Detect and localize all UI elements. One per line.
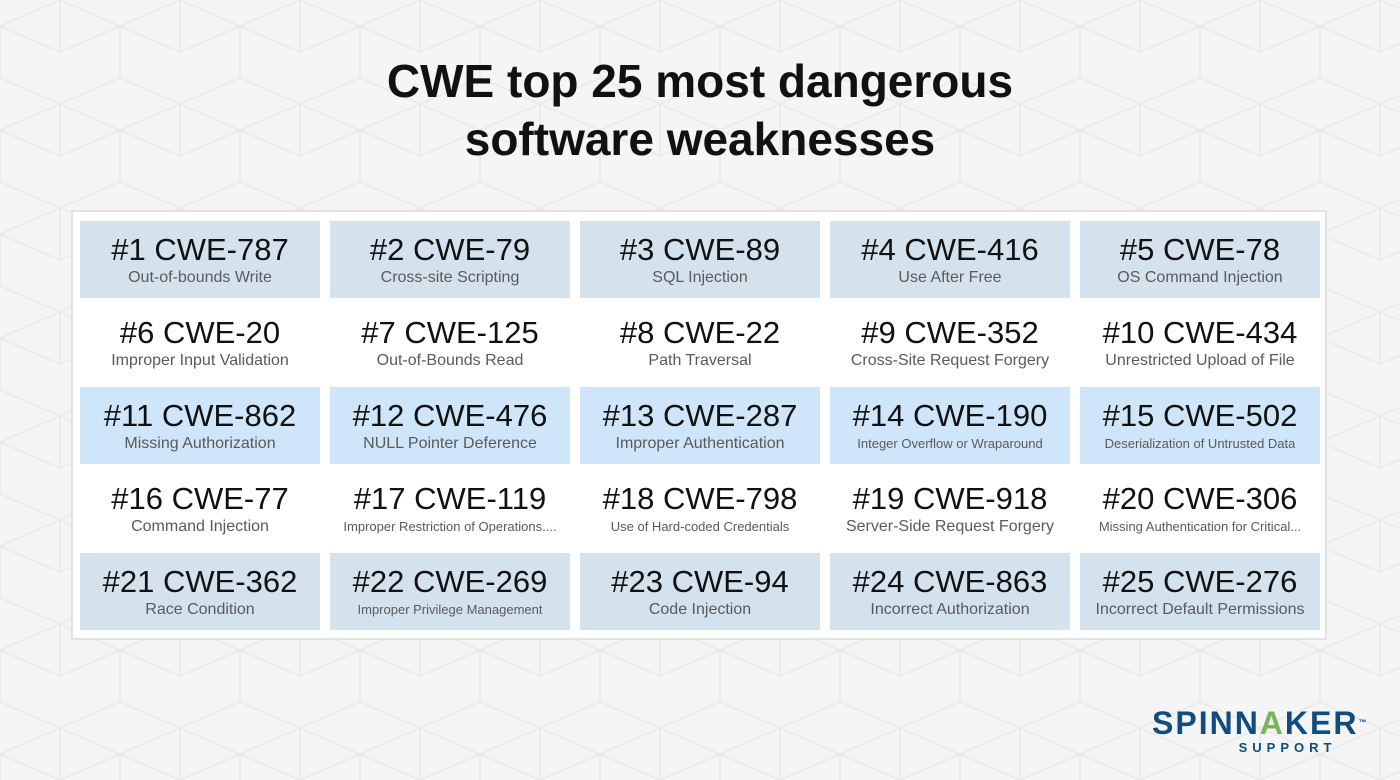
weakness-card: #7 CWE-125 Out-of-Bounds Read: [330, 304, 570, 381]
weakness-code: #8 CWE-22: [619, 314, 781, 350]
logo-trademark: ™: [1358, 718, 1369, 727]
weakness-code: #19 CWE-918: [852, 480, 1048, 516]
weakness-code: #13 CWE-287: [602, 397, 798, 433]
weakness-name: Use After Free: [898, 268, 1002, 286]
weakness-card: #22 CWE-269 Improper Privilege Management: [330, 553, 570, 630]
weakness-card: #15 CWE-502 Deserialization of Untrusted …: [1080, 387, 1320, 464]
weakness-name: Improper Restriction of Operations....: [343, 518, 557, 534]
weakness-card: #23 CWE-94 Code Injection: [580, 553, 820, 630]
weakness-code: #5 CWE-78: [1119, 231, 1281, 267]
logo-subtitle: SUPPORT: [1238, 740, 1337, 755]
weakness-name: SQL Injection: [652, 268, 748, 286]
weakness-name: Deserialization of Untrusted Data: [1104, 435, 1296, 451]
weakness-card: #21 CWE-362 Race Condition: [80, 553, 320, 630]
weakness-card: #11 CWE-862 Missing Authorization: [80, 387, 320, 464]
weakness-card: #24 CWE-863 Incorrect Authorization: [830, 553, 1070, 630]
weakness-code: #7 CWE-125: [361, 314, 539, 350]
weakness-name: Command Injection: [131, 517, 269, 535]
weakness-code: #11 CWE-862: [103, 397, 297, 433]
weakness-card: #6 CWE-20 Improper Input Validation: [80, 304, 320, 381]
weakness-name: OS Command Injection: [1117, 268, 1283, 286]
weakness-code: #20 CWE-306: [1102, 480, 1298, 516]
weakness-name: Incorrect Authorization: [870, 600, 1030, 618]
weakness-code: #4 CWE-416: [861, 231, 1039, 267]
weakness-name: Missing Authorization: [124, 434, 276, 452]
weakness-card: #8 CWE-22 Path Traversal: [580, 304, 820, 381]
weakness-name: Race Condition: [145, 600, 255, 618]
logo-wordmark: SPINNAKER™: [1152, 706, 1368, 740]
weakness-code: #25 CWE-276: [1102, 563, 1298, 599]
weakness-name: Cross-site Scripting: [380, 268, 520, 286]
weakness-card: #1 CWE-787 Out-of-bounds Write: [80, 221, 320, 298]
spinnaker-logo: SPINNAKER™ SUPPORT: [1152, 706, 1368, 756]
weakness-card: #12 CWE-476 NULL Pointer Deference: [330, 387, 570, 464]
weakness-card: #17 CWE-119 Improper Restriction of Opera…: [330, 470, 570, 547]
title-line-1: CWE top 25 most dangerous: [386, 55, 1014, 107]
weakness-code: #1 CWE-787: [111, 231, 289, 267]
weakness-name: Improper Input Validation: [111, 351, 289, 369]
weakness-name: Path Traversal: [648, 351, 752, 369]
page-title: CWE top 25 most dangerous software weakn…: [0, 52, 1400, 168]
weakness-name: Code Injection: [648, 600, 752, 618]
weakness-name: Server-Side Request Forgery: [845, 517, 1055, 535]
weakness-name: Improper Privilege Management: [357, 601, 543, 617]
weakness-card: #3 CWE-89 SQL Injection: [580, 221, 820, 298]
weakness-card: #10 CWE-434 Unrestricted Upload of File: [1080, 304, 1320, 381]
logo-word-accent: A: [1259, 705, 1285, 741]
weakness-name: Out-of-Bounds Read: [376, 351, 524, 369]
weakness-code: #2 CWE-79: [369, 231, 531, 267]
logo-word-part1: SPINN: [1152, 705, 1260, 741]
weakness-code: #17 CWE-119: [353, 480, 547, 516]
weakness-code: #3 CWE-89: [619, 231, 781, 267]
weakness-card: #5 CWE-78 OS Command Injection: [1080, 221, 1320, 298]
weakness-name: Unrestricted Upload of File: [1105, 351, 1295, 369]
weakness-card: #9 CWE-352 Cross-Site Request Forgery: [830, 304, 1070, 381]
weakness-code: #14 CWE-190: [852, 397, 1048, 433]
weakness-code: #9 CWE-352: [861, 314, 1039, 350]
weakness-card: #4 CWE-416 Use After Free: [830, 221, 1070, 298]
weakness-card: #19 CWE-918 Server-Side Request Forgery: [830, 470, 1070, 547]
weakness-code: #15 CWE-502: [1102, 397, 1298, 433]
weakness-name: Improper Authentication: [615, 434, 785, 452]
title-line-2: software weaknesses: [464, 113, 936, 165]
weakness-card: #13 CWE-287 Improper Authentication: [580, 387, 820, 464]
logo-word-part2: KER: [1284, 705, 1359, 741]
weakness-card: #14 CWE-190 Integer Overflow or Wraparoun…: [830, 387, 1070, 464]
weakness-grid: #1 CWE-787 Out-of-bounds Write #2 CWE-79 Cr…: [80, 221, 1320, 630]
weakness-code: #24 CWE-863: [852, 563, 1048, 599]
weakness-name: NULL Pointer Deference: [363, 434, 537, 452]
weakness-card: #2 CWE-79 Cross-site Scripting: [330, 221, 570, 298]
weakness-code: #6 CWE-20: [119, 314, 281, 350]
weakness-name: Incorrect Default Permissions: [1095, 600, 1305, 618]
weakness-code: #23 CWE-94: [611, 563, 789, 599]
weakness-name: Missing Authentication for Critical...: [1098, 518, 1302, 534]
weakness-name: Out-of-bounds Write: [128, 268, 272, 286]
weakness-code: #22 CWE-269: [352, 563, 548, 599]
weakness-card: #18 CWE-798 Use of Hard-coded Credentials: [580, 470, 820, 547]
weakness-name: Cross-Site Request Forgery: [850, 351, 1050, 369]
weakness-code: #21 CWE-362: [102, 563, 298, 599]
weakness-card: #25 CWE-276 Incorrect Default Permissions: [1080, 553, 1320, 630]
weakness-code: #18 CWE-798: [602, 480, 798, 516]
weakness-code: #12 CWE-476: [352, 397, 548, 433]
weakness-name: Use of Hard-coded Credentials: [610, 518, 790, 534]
weakness-name: Integer Overflow or Wraparound: [857, 435, 1043, 451]
weakness-card: #20 CWE-306 Missing Authentication for Cr…: [1080, 470, 1320, 547]
weakness-code: #16 CWE-77: [111, 480, 289, 516]
weakness-card: #16 CWE-77 Command Injection: [80, 470, 320, 547]
weakness-code: #10 CWE-434: [1102, 314, 1298, 350]
